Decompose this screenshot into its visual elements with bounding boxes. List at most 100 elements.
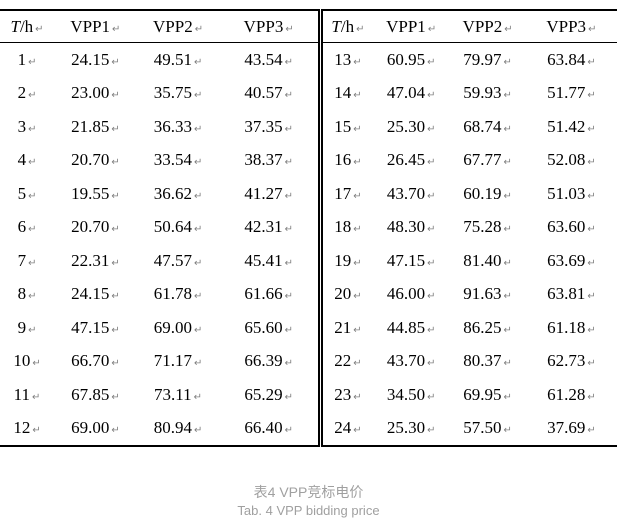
vpp2-cell: 60.19 ↵ xyxy=(449,177,525,211)
paragraph-mark-icon: ↵ xyxy=(28,157,37,169)
table-body-left: 1 ↵ 24.15 ↵ 49.51 ↵ 43.54 ↵ 2 ↵ 23.00 ↵ 35.75 ↵… xyxy=(0,43,318,447)
vpp2-cell: 59.93 ↵ xyxy=(449,77,525,111)
paragraph-mark-icon: ↵ xyxy=(284,157,294,169)
vpp2-value: 79.97 xyxy=(463,49,502,69)
vpp3-value: 42.31 xyxy=(244,217,283,237)
paragraph-mark-icon: ↵ xyxy=(193,90,203,102)
paragraph-mark-icon: ↵ xyxy=(503,391,512,403)
paragraph-mark-icon: ↵ xyxy=(193,257,203,269)
vpp2-value: 91.63 xyxy=(463,284,502,304)
table-row: 9 ↵ 47.15 ↵ 69.00 ↵ 65.60 ↵ xyxy=(0,311,318,345)
vpp3-value: 51.03 xyxy=(547,183,586,203)
vpp2-cell: 68.74 ↵ xyxy=(449,110,525,144)
table-row: 17 ↵ 43.70 ↵ 60.19 ↵ 51.03 ↵ xyxy=(321,177,617,211)
hour-value: 11 xyxy=(13,384,31,404)
vpp3-cell: 51.77 ↵ xyxy=(526,77,617,111)
hour-value: 12 xyxy=(13,418,31,438)
paragraph-mark-icon: ↵ xyxy=(427,391,436,403)
paragraph-mark-icon: ↵ xyxy=(111,324,120,336)
header-cell-vpp1: VPP1 ↵ xyxy=(54,10,137,43)
vpp3-cell: 52.08 ↵ xyxy=(526,144,617,178)
vpp3-value: 41.27 xyxy=(244,183,283,203)
paragraph-mark-icon: ↵ xyxy=(353,257,362,269)
vpp3-cell: 62.73 ↵ xyxy=(526,345,617,379)
paragraph-mark-icon: ↵ xyxy=(28,257,37,269)
hour-cell: 14 ↵ xyxy=(321,77,373,111)
paragraph-mark-icon: ↵ xyxy=(32,425,41,437)
bidding-table-left-half: T/h ↵ VPP1 ↵ VPP2 ↵ VPP3 ↵ 1 ↵ 24.15 ↵ 49.51 ↵ … xyxy=(0,9,318,447)
vpp3-cell: 66.40 ↵ xyxy=(219,412,318,447)
paragraph-mark-icon: ↵ xyxy=(503,56,512,68)
paragraph-mark-icon: ↵ xyxy=(111,190,120,202)
paragraph-mark-icon: ↵ xyxy=(587,257,596,269)
vpp3-value: 62.73 xyxy=(547,351,586,371)
paragraph-mark-icon: ↵ xyxy=(284,391,294,403)
paragraph-mark-icon: ↵ xyxy=(32,391,41,403)
paragraph-mark-icon: ↵ xyxy=(28,90,37,102)
paragraph-mark-icon: ↵ xyxy=(284,324,294,336)
vpp2-cell: 69.95 ↵ xyxy=(449,378,525,412)
vpp1-cell: 25.30 ↵ xyxy=(373,110,449,144)
vpp1-cell: 22.31 ↵ xyxy=(54,244,137,278)
paragraph-mark-icon: ↵ xyxy=(587,391,596,403)
header-hour-unit: /h xyxy=(19,16,34,36)
vpp2-value: 49.51 xyxy=(153,49,192,69)
paragraph-mark-icon: ↵ xyxy=(111,123,120,135)
table-row: 20 ↵ 46.00 ↵ 91.63 ↵ 63.81 ↵ xyxy=(321,278,617,312)
vpp1-cell: 43.70 ↵ xyxy=(373,177,449,211)
vpp2-cell: 73.11 ↵ xyxy=(137,378,220,412)
paragraph-mark-icon: ↵ xyxy=(32,358,41,370)
paragraph-mark-icon: ↵ xyxy=(587,324,596,336)
hour-value: 19 xyxy=(334,250,352,270)
header-cell-vpp3: VPP3 ↵ xyxy=(525,10,617,43)
vpp3-value: 66.40 xyxy=(244,418,283,438)
hour-value: 15 xyxy=(334,116,352,136)
paragraph-mark-icon: ↵ xyxy=(284,90,294,102)
vpp1-cell: 20.70 ↵ xyxy=(54,211,137,245)
vpp3-cell: 63.60 ↵ xyxy=(526,211,617,245)
header-vpp2-label: VPP2 xyxy=(462,16,503,36)
vpp2-cell: 47.57 ↵ xyxy=(137,244,220,278)
paragraph-mark-icon: ↵ xyxy=(111,257,120,269)
paragraph-mark-icon: ↵ xyxy=(193,224,203,236)
vpp1-value: 67.85 xyxy=(71,384,110,404)
paragraph-mark-icon: ↵ xyxy=(503,257,512,269)
table-header: T/h ↵ VPP1 ↵ VPP2 ↵ VPP3 ↵ xyxy=(0,10,318,43)
vpp3-value: 63.84 xyxy=(547,49,586,69)
table-row: 5 ↵ 19.55 ↵ 36.62 ↵ 41.27 ↵ xyxy=(0,177,318,211)
paragraph-mark-icon: ↵ xyxy=(193,190,203,202)
header-hour-unit: /h xyxy=(340,16,355,36)
paragraph-mark-icon: ↵ xyxy=(193,358,203,370)
table-row: 23 ↵ 34.50 ↵ 69.95 ↵ 61.28 ↵ xyxy=(321,378,617,412)
hour-value: 22 xyxy=(334,351,352,371)
bidding-table-right-half: T/h ↵ VPP1 ↵ VPP2 ↵ VPP3 ↵ 13 ↵ 60.95 ↵ 79.97 ↵… xyxy=(318,9,617,447)
vpp2-value: 67.77 xyxy=(463,150,502,170)
vpp1-value: 43.70 xyxy=(386,351,426,371)
vpp3-value: 63.69 xyxy=(547,250,586,270)
paragraph-mark-icon: ↵ xyxy=(503,190,512,202)
vpp3-value: 37.69 xyxy=(547,418,586,438)
vpp2-cell: 57.50 ↵ xyxy=(449,412,525,447)
vpp1-value: 21.85 xyxy=(71,116,110,136)
vpp1-cell: 25.30 ↵ xyxy=(373,412,449,447)
vpp1-cell: 46.00 ↵ xyxy=(373,278,449,312)
paragraph-mark-icon: ↵ xyxy=(284,425,294,437)
vpp1-cell: 26.45 ↵ xyxy=(373,144,449,178)
vpp1-value: 19.55 xyxy=(71,183,110,203)
table-header: T/h ↵ VPP1 ↵ VPP2 ↵ VPP3 ↵ xyxy=(320,10,617,43)
vpp1-cell: 60.95 ↵ xyxy=(373,43,449,77)
vpp1-cell: 69.00 ↵ xyxy=(54,412,137,447)
vpp2-value: 81.40 xyxy=(463,250,502,270)
vpp1-value: 47.15 xyxy=(71,317,110,337)
vpp1-cell: 20.70 ↵ xyxy=(54,144,137,178)
table-row: 7 ↵ 22.31 ↵ 47.57 ↵ 45.41 ↵ xyxy=(0,244,318,278)
paragraph-mark-icon: ↵ xyxy=(587,56,596,68)
vpp3-cell: 63.81 ↵ xyxy=(526,278,617,312)
table-row: 14 ↵ 47.04 ↵ 59.93 ↵ 51.77 ↵ xyxy=(321,77,617,111)
vpp2-value: 69.00 xyxy=(153,317,192,337)
vpp3-cell: 51.03 ↵ xyxy=(526,177,617,211)
vpp1-cell: 47.15 ↵ xyxy=(54,311,137,345)
table-row: 8 ↵ 24.15 ↵ 61.78 ↵ 61.66 ↵ xyxy=(0,278,318,312)
vpp1-value: 47.15 xyxy=(386,250,426,270)
